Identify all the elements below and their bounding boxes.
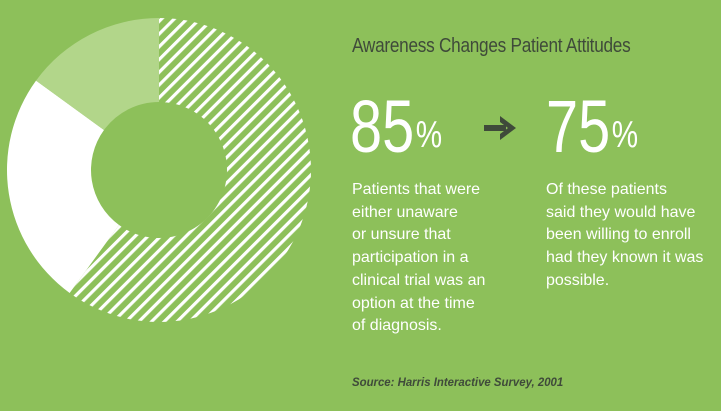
stat-description-1: Patients that were either unaware or uns… xyxy=(352,181,486,335)
stat-unit: % xyxy=(415,114,443,156)
stat-75-percent: 75% xyxy=(546,90,638,164)
stat-unit: % xyxy=(611,114,639,156)
chart-title: Awareness Changes Patient Attitudes xyxy=(352,35,631,57)
donut-segment-2 xyxy=(6,80,120,293)
stat-85-percent: 85% xyxy=(350,90,442,164)
stat-description-2: Of these patients said they would have b… xyxy=(546,181,704,289)
stat-number: 75 xyxy=(546,85,611,168)
donut-segment-1 xyxy=(69,18,312,322)
stat-number: 85 xyxy=(350,85,415,168)
arrow-right-icon xyxy=(484,116,516,140)
donut-segment-3 xyxy=(36,18,159,131)
source-citation: Source: Harris Interactive Survey, 2001 xyxy=(352,375,564,389)
